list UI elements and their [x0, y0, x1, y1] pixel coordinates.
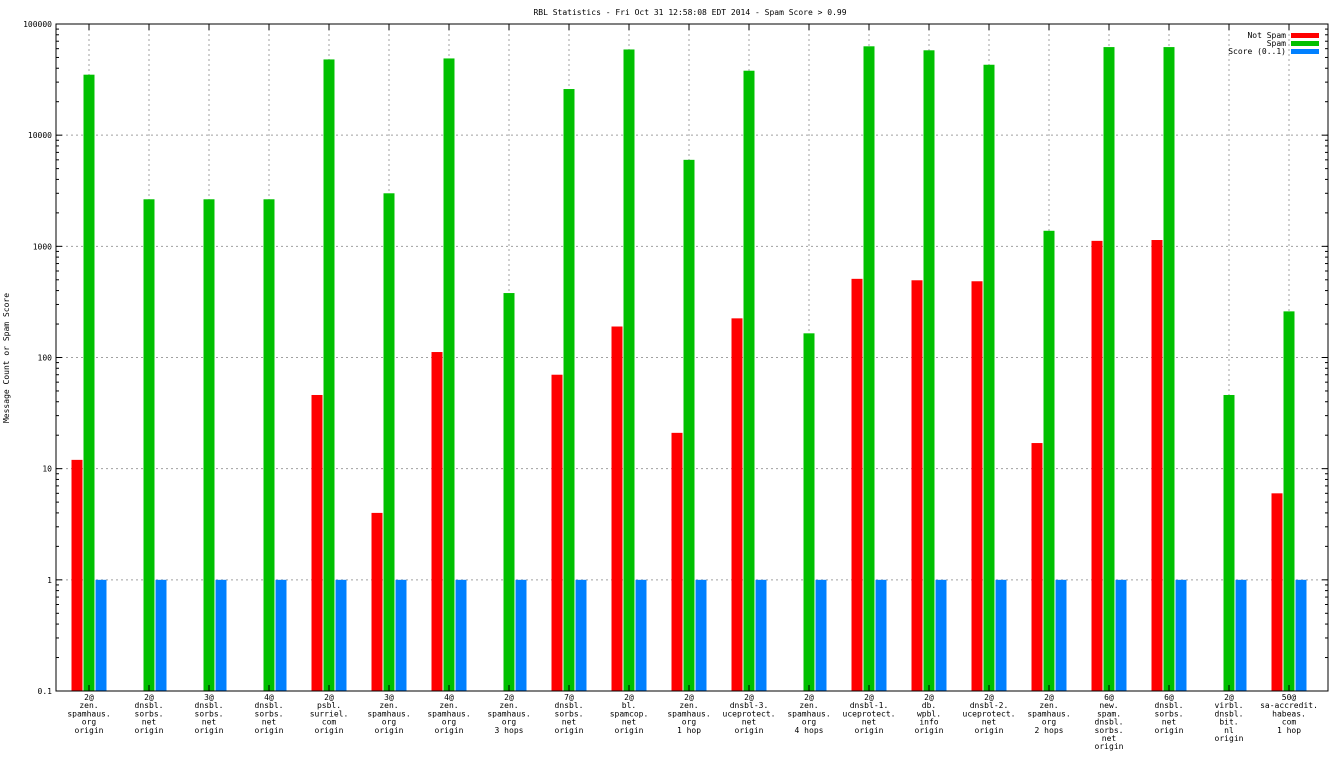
bar-spam	[743, 70, 755, 692]
bar-score-0-1	[995, 579, 1007, 691]
bar-score-0-1	[695, 579, 707, 691]
x-tick-label: 2@ dnsbl-1. uceprotect. net origin	[843, 693, 896, 735]
x-tick-label: 6@ dnsbl. sorbs. net origin	[1155, 693, 1184, 735]
bar-not-spam	[1091, 240, 1103, 691]
y-tick-label: 100000	[23, 20, 52, 29]
bar-spam	[1283, 311, 1295, 691]
x-tick-label: 2@ zen. spamhaus. org 3 hops	[487, 693, 530, 735]
bars	[71, 46, 1307, 692]
y-tick-label: 1	[47, 576, 52, 585]
bar-not-spam	[611, 326, 623, 691]
x-tick-label: 2@ zen. spamhaus. org 4 hops	[787, 693, 830, 735]
x-tick-label: 7@ dnsbl. sorbs. net origin	[555, 693, 584, 735]
y-tick-label: 10000	[28, 131, 52, 140]
bar-score-0-1	[815, 579, 827, 691]
y-tick-label: 10	[42, 465, 52, 474]
bar-spam	[683, 159, 695, 691]
bar-not-spam	[551, 374, 563, 691]
bar-spam	[383, 193, 395, 692]
bar-score-0-1	[95, 579, 107, 691]
bar-not-spam	[851, 278, 863, 691]
bar-spam	[203, 199, 215, 691]
x-tick-label: 50@ sa-accredit. habeas. com 1 hop	[1260, 693, 1318, 735]
bar-not-spam	[971, 281, 983, 691]
bar-score-0-1	[635, 579, 647, 691]
x-tick-label: 2@ dnsbl-3. uceprotect. net origin	[723, 693, 776, 735]
bar-not-spam	[1031, 443, 1043, 691]
bar-spam	[443, 58, 455, 691]
bar-not-spam	[311, 394, 323, 691]
bar-score-0-1	[755, 579, 767, 691]
bar-score-0-1	[1175, 579, 1187, 691]
bar-score-0-1	[875, 579, 887, 691]
bar-score-0-1	[335, 579, 347, 691]
x-tick-label: 2@ zen. spamhaus. org 2 hops	[1027, 693, 1070, 735]
legend-swatch	[1291, 33, 1319, 38]
bar-not-spam	[71, 459, 83, 691]
bar-score-0-1	[575, 579, 587, 691]
x-tick-label: 2@ zen. spamhaus. org 1 hop	[667, 693, 710, 735]
x-tick-label: 6@ new. spam. dnsbl. sorbs. net origin	[1095, 693, 1124, 751]
bar-not-spam	[371, 512, 383, 691]
x-tick-label: 2@ zen. spamhaus. org origin	[67, 693, 110, 735]
bar-score-0-1	[155, 579, 167, 691]
bar-not-spam	[671, 432, 683, 691]
x-tick-label: 2@ bl. spamcop. net origin	[610, 693, 649, 735]
bar-not-spam	[911, 280, 923, 691]
bar-spam	[623, 49, 635, 691]
bar-spam	[863, 46, 875, 691]
bar-spam	[263, 199, 275, 691]
x-tick-label: 2@ virbl. dnsbl. bit. nl origin	[1215, 693, 1244, 743]
bar-spam	[923, 50, 935, 691]
bar-spam	[1043, 230, 1055, 691]
x-tick-label: 3@ dnsbl. sorbs. net origin	[195, 693, 224, 735]
bar-score-0-1	[1235, 579, 1247, 691]
bar-score-0-1	[275, 579, 287, 691]
bar-score-0-1	[1115, 579, 1127, 691]
legend-label: Spam	[1267, 39, 1286, 48]
x-tick-label: 4@ zen. spamhaus. org origin	[427, 693, 470, 735]
legend-swatch	[1291, 49, 1319, 54]
y-tick-label: 0.1	[38, 687, 53, 696]
bar-score-0-1	[935, 579, 947, 691]
y-axis-label: Message Count or Spam Score	[2, 293, 11, 423]
bar-spam	[1103, 47, 1115, 692]
bar-spam	[983, 64, 995, 691]
bar-not-spam	[1151, 240, 1163, 691]
bar-not-spam	[431, 352, 443, 691]
bar-spam	[503, 293, 515, 691]
bar-score-0-1	[215, 579, 227, 691]
y-tick-label: 1000	[33, 242, 52, 251]
x-tick-label: 2@ dnsbl-2. uceprotect. net origin	[963, 693, 1016, 735]
bar-spam	[323, 59, 335, 691]
bar-spam	[83, 74, 95, 691]
x-tick-label: 4@ dnsbl. sorbs. net origin	[255, 693, 284, 735]
bar-spam	[563, 89, 575, 691]
bar-not-spam	[1271, 493, 1283, 691]
bar-spam	[1223, 394, 1235, 691]
bar-spam	[803, 333, 815, 691]
legend-swatch	[1291, 41, 1319, 46]
x-tick-label: 2@ dnsbl. sorbs. net origin	[135, 693, 164, 735]
legend-label: Not Spam	[1247, 31, 1286, 40]
bar-score-0-1	[395, 579, 407, 691]
bar-score-0-1	[1055, 579, 1067, 691]
bar-spam	[1163, 47, 1175, 692]
bar-score-0-1	[1295, 579, 1307, 691]
x-tick-label: 3@ zen. spamhaus. org origin	[367, 693, 410, 735]
bar-score-0-1	[455, 579, 467, 691]
chart-title: RBL Statistics - Fri Oct 31 12:58:08 EDT…	[533, 8, 846, 17]
axis-ticks: 0.1 1 10 100 1000 10000 100000 2@ zen. spamhaus. o…	[23, 20, 1328, 751]
x-tick-label: 2@ psbl. surriel. com origin	[310, 693, 349, 735]
x-tick-label: 2@ db. wpbl. info origin	[915, 693, 944, 735]
bar-not-spam	[731, 318, 743, 691]
y-tick-label: 100	[38, 354, 53, 363]
bar-spam	[143, 199, 155, 691]
legend-label: Score (0..1)	[1228, 47, 1286, 56]
bar-score-0-1	[515, 579, 527, 691]
